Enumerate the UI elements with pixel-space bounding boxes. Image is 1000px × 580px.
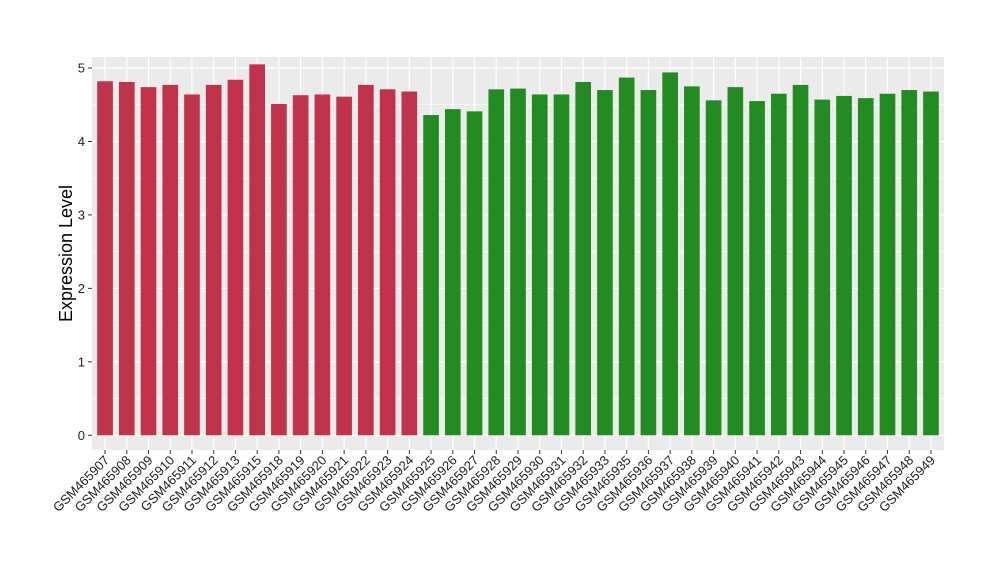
y-tick-label: 0	[78, 428, 85, 443]
bar-GSM465942	[770, 93, 787, 436]
bar-GSM465922	[358, 84, 374, 436]
bar-GSM465949	[923, 91, 939, 436]
bar-GSM465940	[727, 87, 744, 436]
bar-GSM465932	[575, 81, 592, 436]
bar-GSM465920	[314, 94, 331, 436]
y-axis: 0 1 2 3 4 5	[78, 61, 92, 443]
bar-GSM465907	[97, 81, 113, 436]
bar-GSM465915	[249, 64, 266, 436]
y-tick-label: 5	[78, 61, 85, 76]
bar-GSM465935	[618, 77, 635, 436]
bar-GSM465929	[510, 88, 526, 436]
y-tick-label: 2	[78, 281, 85, 296]
bar-GSM465927	[466, 111, 483, 436]
bar-GSM465948	[901, 90, 918, 436]
bar-GSM465946	[857, 98, 874, 436]
bar-GSM465928	[488, 89, 505, 436]
bar-GSM465947	[879, 93, 896, 436]
bar-GSM465924	[401, 91, 418, 436]
bar-GSM465931	[553, 94, 570, 436]
bar-GSM465910	[162, 84, 179, 436]
bar-GSM465936	[640, 90, 657, 436]
bars-layer	[97, 64, 939, 436]
bar-GSM465919	[292, 95, 309, 436]
y-axis-title: Expression Level	[56, 185, 76, 322]
y-tick-label: 4	[78, 134, 85, 149]
bar-GSM465926	[444, 109, 461, 436]
bar-GSM465930	[531, 94, 548, 436]
bar-GSM465943	[792, 84, 809, 436]
bar-GSM465945	[836, 95, 852, 436]
bar-GSM465923	[379, 89, 396, 436]
bar-GSM465925	[423, 115, 439, 436]
bar-GSM465908	[118, 81, 135, 436]
bar-GSM465944	[814, 99, 831, 436]
bar-GSM465918	[271, 104, 287, 436]
bar-GSM465937	[662, 72, 678, 436]
y-tick-label: 3	[78, 207, 85, 222]
bar-GSM465911	[184, 94, 200, 436]
bar-GSM465941	[749, 101, 765, 436]
y-tick-label: 1	[78, 354, 85, 369]
bar-GSM465921	[336, 96, 352, 436]
bar-GSM465933	[597, 90, 613, 436]
x-axis: GSM465907GSM465908GSM465909GSM465910GSM4…	[50, 450, 938, 515]
bar-GSM465912	[205, 84, 222, 436]
bar-GSM465938	[684, 86, 700, 436]
bar-GSM465913	[227, 79, 244, 436]
bar-GSM465939	[705, 100, 722, 436]
bar-GSM465909	[140, 87, 157, 436]
